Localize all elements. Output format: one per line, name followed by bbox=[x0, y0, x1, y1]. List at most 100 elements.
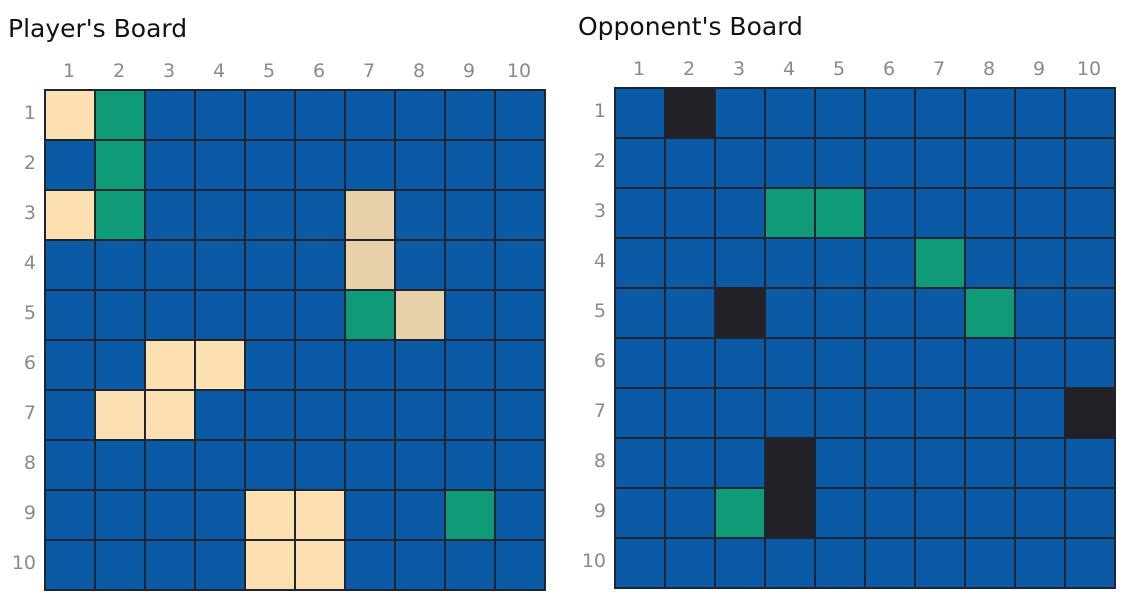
opponent-cell-sunk[interactable] bbox=[766, 489, 814, 537]
opponent-cell-water[interactable] bbox=[816, 339, 864, 387]
opponent-cell-water[interactable] bbox=[1016, 239, 1064, 287]
opponent-cell-water[interactable] bbox=[616, 289, 664, 337]
opponent-cell-water[interactable] bbox=[766, 89, 814, 137]
opponent-cell-hit[interactable] bbox=[916, 239, 964, 287]
opponent-cell-water[interactable] bbox=[916, 139, 964, 187]
opponent-cell-water[interactable] bbox=[816, 289, 864, 337]
opponent-cell-water[interactable] bbox=[716, 339, 764, 387]
opponent-cell-water[interactable] bbox=[866, 389, 914, 437]
opponent-cell-water[interactable] bbox=[966, 489, 1014, 537]
opponent-cell-water[interactable] bbox=[966, 539, 1014, 587]
opponent-cell-water[interactable] bbox=[816, 539, 864, 587]
opponent-cell-water[interactable] bbox=[616, 439, 664, 487]
opponent-cell-water[interactable] bbox=[866, 289, 914, 337]
opponent-cell-water[interactable] bbox=[766, 139, 814, 187]
opponent-cell-water[interactable] bbox=[866, 89, 914, 137]
opponent-cell-water[interactable] bbox=[966, 139, 1014, 187]
opponent-cell-hit[interactable] bbox=[816, 189, 864, 237]
opponent-cell-water[interactable] bbox=[666, 489, 714, 537]
opponent-cell-water[interactable] bbox=[766, 389, 814, 437]
opponent-cell-water[interactable] bbox=[866, 539, 914, 587]
opponent-cell-water[interactable] bbox=[766, 339, 814, 387]
opponent-cell-water[interactable] bbox=[1066, 89, 1114, 137]
opponent-cell-sunk[interactable] bbox=[1066, 389, 1114, 437]
opponent-cell-water[interactable] bbox=[666, 389, 714, 437]
opponent-cell-water[interactable] bbox=[1016, 339, 1064, 387]
opponent-cell-water[interactable] bbox=[966, 389, 1014, 437]
opponent-cell-water[interactable] bbox=[616, 389, 664, 437]
opponent-cell-sunk[interactable] bbox=[666, 89, 714, 137]
opponent-cell-water[interactable] bbox=[1016, 89, 1064, 137]
opponent-cell-water[interactable] bbox=[816, 439, 864, 487]
opponent-cell-water[interactable] bbox=[1066, 339, 1114, 387]
opponent-cell-water[interactable] bbox=[916, 489, 964, 537]
opponent-cell-water[interactable] bbox=[816, 489, 864, 537]
opponent-cell-water[interactable] bbox=[966, 339, 1014, 387]
opponent-cell-water[interactable] bbox=[666, 289, 714, 337]
opponent-cell-water[interactable] bbox=[916, 339, 964, 387]
opponent-cell-hit[interactable] bbox=[766, 189, 814, 237]
opponent-cell-water[interactable] bbox=[816, 389, 864, 437]
opponent-cell-water[interactable] bbox=[1066, 139, 1114, 187]
opponent-cell-water[interactable] bbox=[866, 339, 914, 387]
opponent-cell-water[interactable] bbox=[616, 489, 664, 537]
opponent-cell-water[interactable] bbox=[916, 189, 964, 237]
opponent-cell-water[interactable] bbox=[666, 339, 714, 387]
opponent-cell-water[interactable] bbox=[766, 239, 814, 287]
opponent-cell-water[interactable] bbox=[716, 139, 764, 187]
opponent-cell-water[interactable] bbox=[716, 439, 764, 487]
opponent-cell-water[interactable] bbox=[866, 239, 914, 287]
opponent-cell-water[interactable] bbox=[916, 389, 964, 437]
opponent-cell-water[interactable] bbox=[866, 139, 914, 187]
opponent-cell-water[interactable] bbox=[866, 189, 914, 237]
opponent-cell-water[interactable] bbox=[816, 139, 864, 187]
opponent-cell-water[interactable] bbox=[1066, 489, 1114, 537]
opponent-cell-water[interactable] bbox=[716, 239, 764, 287]
opponent-cell-water[interactable] bbox=[666, 189, 714, 237]
opponent-cell-water[interactable] bbox=[616, 239, 664, 287]
opponent-cell-water[interactable] bbox=[816, 89, 864, 137]
opponent-cell-water[interactable] bbox=[816, 239, 864, 287]
opponent-cell-water[interactable] bbox=[716, 539, 764, 587]
opponent-cell-water[interactable] bbox=[666, 139, 714, 187]
opponent-cell-water[interactable] bbox=[716, 89, 764, 137]
opponent-cell-water[interactable] bbox=[1016, 289, 1064, 337]
opponent-cell-water[interactable] bbox=[916, 539, 964, 587]
opponent-cell-water[interactable] bbox=[1016, 539, 1064, 587]
opponent-cell-water[interactable] bbox=[1066, 539, 1114, 587]
opponent-cell-water[interactable] bbox=[1066, 289, 1114, 337]
opponent-cell-water[interactable] bbox=[966, 239, 1014, 287]
opponent-cell-water[interactable] bbox=[916, 439, 964, 487]
opponent-cell-water[interactable] bbox=[916, 289, 964, 337]
opponent-cell-water[interactable] bbox=[966, 439, 1014, 487]
opponent-cell-water[interactable] bbox=[866, 489, 914, 537]
opponent-cell-water[interactable] bbox=[966, 189, 1014, 237]
opponent-cell-water[interactable] bbox=[716, 389, 764, 437]
opponent-cell-water[interactable] bbox=[866, 439, 914, 487]
opponent-cell-water[interactable] bbox=[766, 289, 814, 337]
opponent-cell-water[interactable] bbox=[666, 539, 714, 587]
opponent-cell-water[interactable] bbox=[1016, 439, 1064, 487]
opponent-cell-water[interactable] bbox=[616, 189, 664, 237]
opponent-cell-water[interactable] bbox=[916, 89, 964, 137]
opponent-cell-water[interactable] bbox=[1016, 139, 1064, 187]
opponent-cell-hit[interactable] bbox=[716, 489, 764, 537]
opponent-cell-hit[interactable] bbox=[966, 289, 1014, 337]
opponent-cell-water[interactable] bbox=[616, 139, 664, 187]
opponent-cell-water[interactable] bbox=[1066, 189, 1114, 237]
opponent-cell-sunk[interactable] bbox=[716, 289, 764, 337]
opponent-cell-water[interactable] bbox=[766, 539, 814, 587]
opponent-cell-water[interactable] bbox=[1016, 389, 1064, 437]
opponent-cell-water[interactable] bbox=[616, 339, 664, 387]
opponent-cell-water[interactable] bbox=[966, 89, 1014, 137]
opponent-cell-water[interactable] bbox=[616, 89, 664, 137]
opponent-cell-water[interactable] bbox=[1016, 189, 1064, 237]
opponent-cell-water[interactable] bbox=[666, 239, 714, 287]
opponent-cell-sunk[interactable] bbox=[766, 439, 814, 487]
opponent-cell-water[interactable] bbox=[1016, 489, 1064, 537]
opponent-cell-water[interactable] bbox=[616, 539, 664, 587]
opponent-cell-water[interactable] bbox=[1066, 439, 1114, 487]
opponent-cell-water[interactable] bbox=[716, 189, 764, 237]
opponent-cell-water[interactable] bbox=[666, 439, 714, 487]
opponent-cell-water[interactable] bbox=[1066, 239, 1114, 287]
